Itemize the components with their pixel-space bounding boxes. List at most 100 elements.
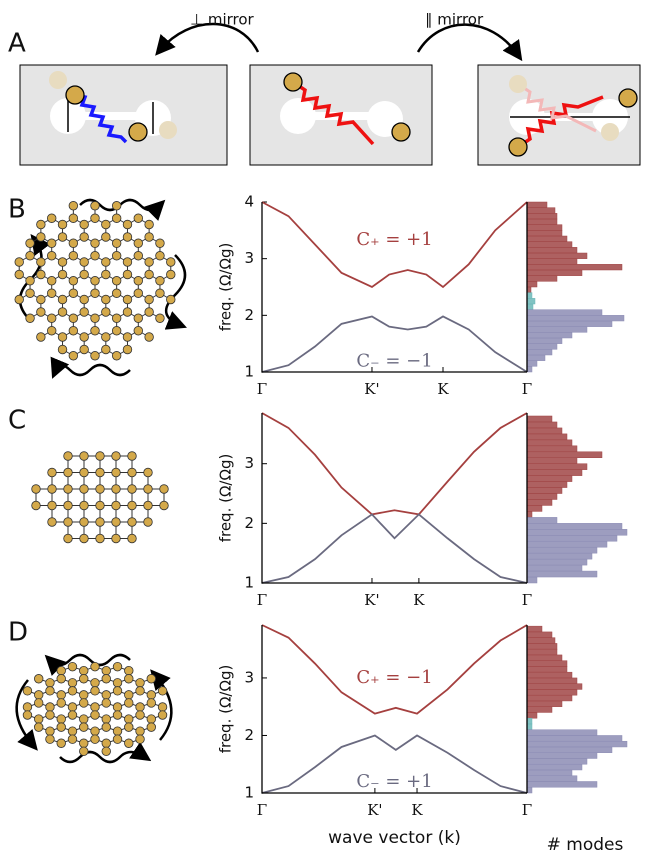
site	[47, 500, 57, 511]
histogram-bar	[526, 723, 533, 730]
annotation: C₊ = −1	[356, 667, 432, 688]
site	[46, 288, 57, 298]
site	[155, 238, 165, 248]
site	[45, 726, 55, 736]
arrow-label: ∥ mirror	[425, 11, 484, 29]
histogram-bar	[526, 354, 546, 361]
x-tick-label: Γ	[522, 380, 532, 398]
site	[34, 690, 44, 700]
x-tick-label: K	[413, 591, 425, 609]
y-tick-label: 1	[244, 574, 254, 592]
site	[146, 690, 156, 700]
site	[146, 714, 156, 724]
site	[124, 714, 134, 724]
panel-letter: A	[8, 29, 26, 59]
site	[79, 232, 89, 242]
site	[90, 661, 100, 672]
site	[90, 734, 100, 744]
site	[124, 722, 134, 732]
y-axis-label: freq. (Ω/Ωg)	[217, 243, 235, 332]
site	[133, 288, 144, 298]
site	[57, 294, 68, 305]
site	[90, 251, 100, 261]
site	[157, 686, 168, 696]
site	[111, 238, 122, 248]
histogram-bar	[526, 570, 598, 578]
site	[111, 251, 122, 261]
site	[124, 666, 134, 676]
site	[46, 213, 57, 223]
site	[79, 533, 89, 544]
histogram-label: # modes	[547, 835, 624, 855]
site	[79, 722, 89, 732]
histogram-bar	[526, 660, 568, 667]
arrow	[416, 23, 523, 62]
site	[67, 661, 78, 672]
site	[90, 201, 100, 211]
histogram-bar	[526, 247, 578, 254]
histogram-bar	[526, 349, 553, 356]
site	[146, 674, 156, 684]
site	[22, 702, 33, 712]
site	[133, 326, 144, 336]
site	[67, 734, 78, 744]
site	[25, 313, 35, 323]
site	[25, 251, 35, 261]
histogram-bar	[526, 481, 568, 488]
site	[122, 219, 133, 230]
site	[68, 288, 79, 298]
site	[101, 219, 111, 230]
histogram-bar	[526, 763, 583, 771]
site	[90, 238, 100, 248]
histogram-bar	[526, 700, 563, 707]
histogram-bar	[526, 252, 588, 259]
site	[46, 251, 57, 261]
site	[111, 517, 121, 527]
y-tick-label: 1	[244, 363, 254, 381]
site	[124, 690, 134, 700]
site	[57, 269, 68, 280]
site	[133, 313, 144, 323]
site	[95, 451, 105, 461]
site	[36, 219, 46, 230]
band-line	[261, 315, 528, 373]
y-tick-label: 2	[244, 514, 254, 532]
site	[95, 533, 105, 544]
site	[146, 722, 156, 732]
site	[111, 213, 122, 223]
site	[146, 698, 156, 708]
site	[36, 332, 46, 342]
site	[68, 326, 79, 336]
site	[79, 451, 89, 461]
site	[57, 257, 68, 267]
histogram-bar	[526, 241, 573, 248]
histogram-bar	[526, 706, 553, 713]
site	[133, 276, 144, 286]
site	[56, 666, 66, 676]
axes	[261, 413, 528, 584]
histogram-bar	[526, 540, 608, 548]
histogram-bar	[526, 666, 568, 673]
lattices	[14, 201, 176, 757]
histogram-bar	[526, 546, 598, 554]
site	[112, 678, 123, 688]
histogram-bar	[526, 689, 578, 696]
histogram-bar	[526, 517, 558, 524]
site	[143, 467, 153, 478]
site	[47, 517, 57, 527]
annotation: C₊ = +1	[356, 229, 432, 250]
site	[127, 500, 137, 511]
histogram-bar	[526, 439, 573, 447]
site	[47, 467, 57, 478]
panel-letter: D	[8, 618, 28, 648]
site	[79, 746, 89, 757]
site	[63, 467, 73, 478]
histogram-bar	[526, 712, 538, 719]
site	[101, 714, 111, 724]
site	[57, 332, 68, 342]
site	[34, 698, 44, 708]
site	[67, 726, 78, 736]
site	[79, 674, 89, 684]
histogram-bar	[526, 648, 558, 656]
histogram-bar	[526, 786, 533, 794]
